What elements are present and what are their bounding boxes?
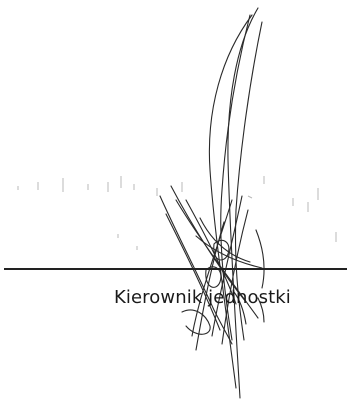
signature-line <box>4 268 347 270</box>
signature-caption: Kierownik jednostki <box>114 287 291 308</box>
